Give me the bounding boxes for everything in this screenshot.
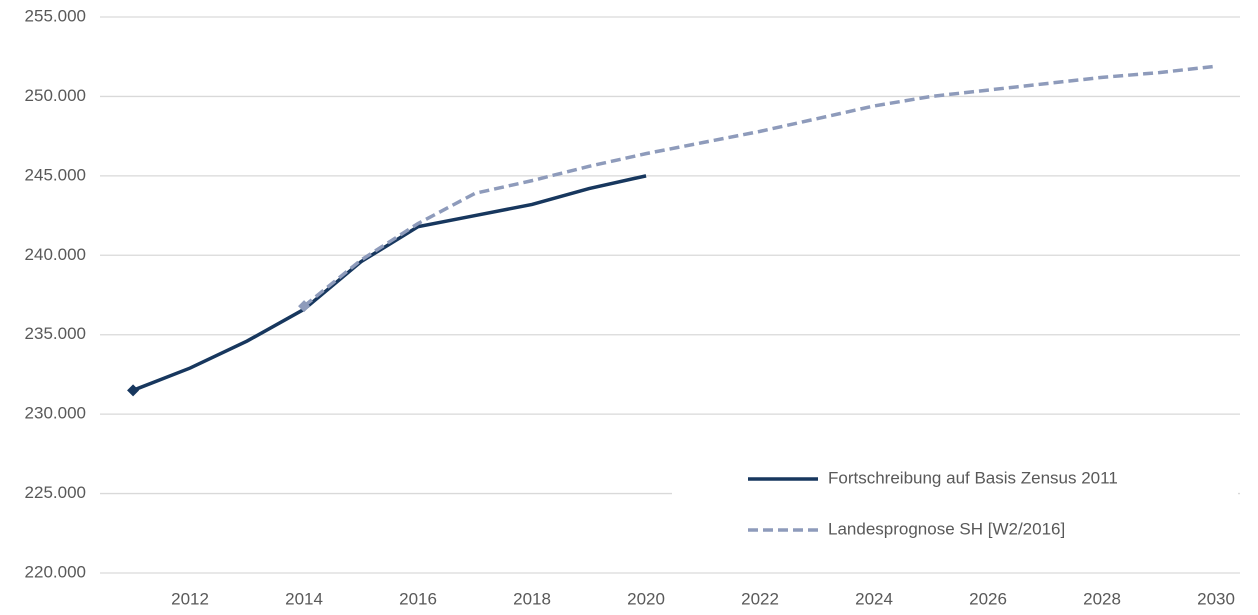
- x-tick-label: 2024: [855, 589, 893, 608]
- x-tick-label: 2020: [627, 589, 665, 608]
- x-tick-label: 2014: [285, 589, 323, 608]
- y-tick-label: 235.000: [25, 324, 86, 343]
- series-line: [302, 64, 1217, 308]
- legend-box: [672, 452, 1238, 564]
- y-tick-label: 225.000: [25, 483, 86, 502]
- series-line: [132, 174, 647, 392]
- x-tick-label: 2030: [1197, 589, 1235, 608]
- x-tick-label: 2012: [171, 589, 209, 608]
- x-tick-label: 2026: [969, 589, 1007, 608]
- x-tick-label: 2022: [741, 589, 779, 608]
- y-tick-label: 240.000: [25, 245, 86, 264]
- x-tick-label: 2016: [399, 589, 437, 608]
- start-marker: [298, 300, 311, 313]
- x-tick-label: 2028: [1083, 589, 1121, 608]
- legend-label: Landesprognose SH [W2/2016]: [828, 519, 1065, 538]
- y-tick-label: 220.000: [25, 562, 86, 581]
- start-marker: [127, 384, 140, 397]
- y-tick-label: 230.000: [25, 404, 86, 423]
- y-tick-label: 250.000: [25, 86, 86, 105]
- x-tick-label: 2018: [513, 589, 551, 608]
- legend-label: Fortschreibung auf Basis Zensus 2011: [828, 468, 1118, 487]
- y-tick-label: 245.000: [25, 165, 86, 184]
- y-tick-label: 255.000: [25, 6, 86, 25]
